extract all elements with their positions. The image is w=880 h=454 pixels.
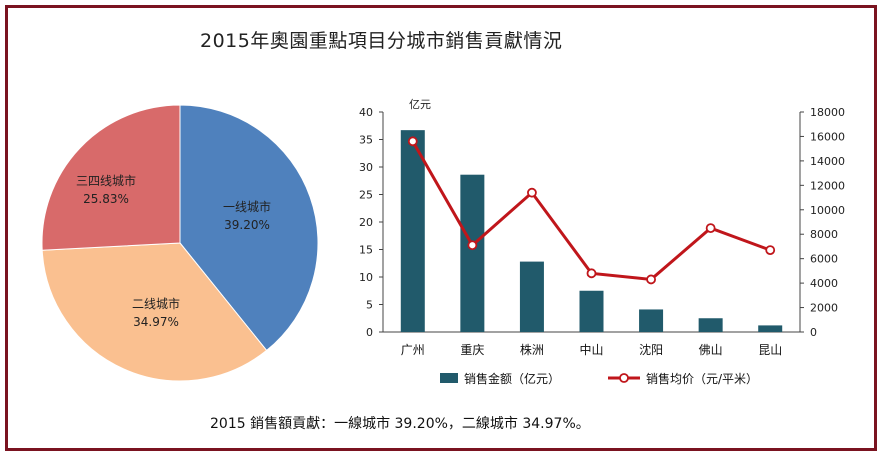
price-point <box>527 187 537 198</box>
left-tick-label: 40 <box>359 106 373 119</box>
bar <box>460 174 485 332</box>
price-point <box>586 268 597 279</box>
right-tick-label: 8000 <box>810 228 838 241</box>
pie-slice-value: 25.83% <box>83 192 129 206</box>
right-tick-label: 12000 <box>810 179 845 192</box>
pie-slice-label: 三四线城市 <box>76 173 136 188</box>
pie-slice <box>41 242 268 382</box>
pie-chart: 一线城市 39.20% 二线城市 34.97% 三四线城市 25.83% <box>41 104 319 382</box>
x-tick-label: 中山 <box>579 342 603 357</box>
bar <box>758 325 783 332</box>
x-tick-label: 佛山 <box>699 343 723 357</box>
pie-slice <box>41 104 181 251</box>
bar <box>698 318 723 332</box>
left-axis-unit: 亿元 <box>409 98 431 111</box>
right-tick-label: 6000 <box>810 253 838 266</box>
bar <box>579 290 604 332</box>
left-tick-label: 0 <box>366 326 373 339</box>
price-point <box>467 240 478 251</box>
right-tick-label: 14000 <box>810 155 845 168</box>
legend-line-marker <box>619 373 629 383</box>
left-tick-label: 25 <box>359 189 373 202</box>
left-tick-label: 5 <box>366 299 373 312</box>
right-tick-label: 16000 <box>810 130 845 143</box>
x-tick-label: 昆山 <box>758 343 782 357</box>
pie-slice-value: 34.97% <box>133 315 179 329</box>
x-tick-label: 重庆 <box>460 343 484 357</box>
bar <box>519 261 544 332</box>
right-tick-label: 18000 <box>810 106 845 119</box>
legend-line-label: 销售均价（元/平米） <box>646 371 758 386</box>
bar <box>639 309 664 332</box>
chart-title: 2015年奧園重點項目分城市銷售貢獻情況 <box>200 30 563 52</box>
left-tick-label: 20 <box>359 216 373 229</box>
pie-slice-value: 39.20% <box>224 218 270 232</box>
price-point <box>705 223 716 234</box>
x-tick-label: 广州 <box>401 343 425 357</box>
right-tick-label: 10000 <box>810 204 845 217</box>
left-tick-label: 35 <box>359 134 373 147</box>
bar <box>400 130 425 332</box>
legend-bar-swatch <box>440 373 458 383</box>
price-point <box>407 136 418 147</box>
x-tick-label: 株洲 <box>520 342 544 357</box>
caption-text: 2015 銷售額貢獻：一線城市 39.20%，二線城市 34.97%。 <box>210 416 590 432</box>
pie-slice-label: 二线城市 <box>132 296 180 311</box>
right-tick-label: 2000 <box>810 302 838 315</box>
right-tick-label: 4000 <box>810 277 838 290</box>
pie-slice-label: 一线城市 <box>223 199 271 214</box>
x-tick-label: 沈阳 <box>639 342 663 357</box>
right-tick-label: 0 <box>810 326 817 339</box>
left-tick-label: 30 <box>359 161 373 174</box>
left-tick-label: 10 <box>359 271 373 284</box>
legend-bar-label: 销售金额（亿元） <box>464 371 560 386</box>
price-point <box>646 274 656 285</box>
pie-slice <box>179 104 319 352</box>
price-point <box>765 245 776 256</box>
bar-line-chart: 0 5 10 15 20 25 30 35 40 0 2000 4000 6000 8000 10000 12… <box>359 98 845 386</box>
left-tick-label: 15 <box>359 244 373 257</box>
